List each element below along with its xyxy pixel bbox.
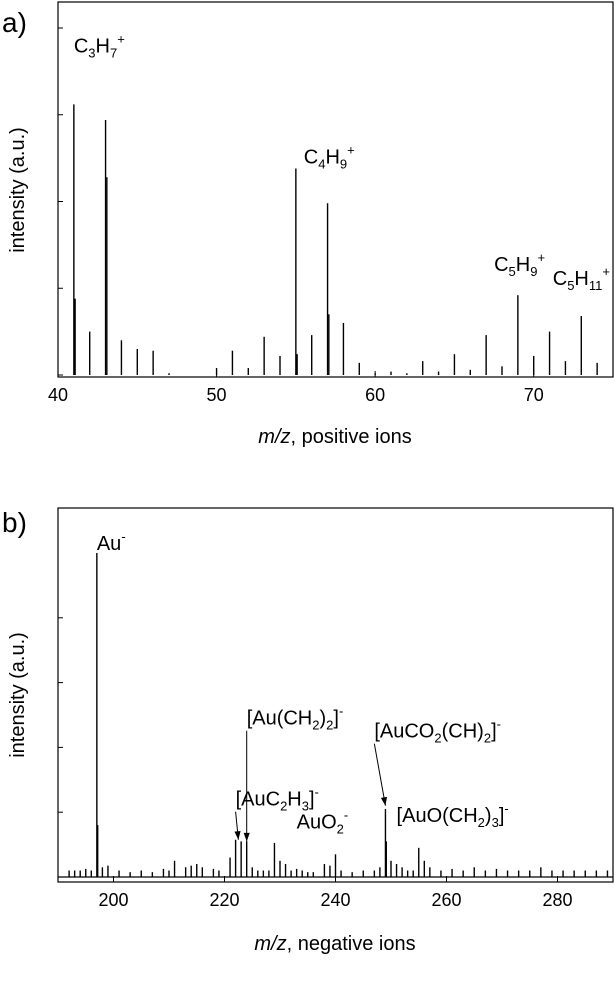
panel-a-y-ticks	[58, 27, 63, 376]
panel-a-x-tick-label: 50	[207, 385, 227, 405]
panel-b-annotation-arrowhead	[380, 796, 387, 806]
panel-a: a) 40 50 60 70 C3H7+ C4H9+ C5H9+ C5H11+ intens…	[2, 1, 614, 448]
panel-a-label: a)	[2, 7, 27, 38]
panel-b-x-tick-label: 200	[98, 890, 128, 910]
panel-b-x-ticks: 200 220 240 260 280	[98, 876, 573, 910]
panel-b-annotation-arrowhead	[234, 831, 241, 840]
panel-b-annotation-arrow	[373, 743, 386, 806]
panel-a-x-tick-label: 70	[524, 385, 544, 405]
panel-a-x-axis-label: m/z, positive ions	[258, 426, 411, 448]
panel-a-peak-annotation: C4H9+	[304, 142, 355, 171]
panel-a-peak-annotation: C5H9+	[494, 250, 545, 279]
panel-a-x-tick-label: 40	[48, 385, 68, 405]
panel-a-annotations: C3H7+ C4H9+ C5H9+ C5H11+	[74, 31, 610, 292]
panel-b-peak-annotation: [Au(CH2)2]-	[247, 704, 344, 733]
panel-b-y-axis-label: intensity (a.u.)	[7, 632, 29, 758]
panel-b-bars	[58, 553, 613, 878]
panel-b-annotation-arrowhead	[243, 832, 250, 842]
panel-a-x-ticks: 40 50 60 70	[48, 371, 544, 405]
panel-a-peak-annotation: C5H11+	[553, 264, 610, 293]
panel-b-peak-annotation: [AuCO2(CH)2]-	[374, 717, 501, 746]
panel-b-annotations: Au- [AuC2H3]- [Au(CH2)2]- [AuCO2(CH)2]- AuO2…	[97, 529, 509, 842]
panel-b-x-tick-label: 280	[542, 890, 572, 910]
panel-b-y-ticks	[58, 617, 63, 878]
panel-b: b) 200 220 240 260 280 Au- [AuC2H3]- [Au(CH2)2…	[2, 507, 614, 955]
panel-b-peak-annotation: [AuO(CH2)3]-	[397, 801, 509, 830]
panel-b-peak-annotation: Au-	[97, 529, 126, 555]
panel-b-x-axis-label: m/z, negative ions	[254, 933, 415, 955]
panel-b-peak-annotation: AuO2-	[297, 807, 349, 836]
panel-b-peak-annotation: [AuC2H3]-	[236, 785, 319, 814]
panel-b-x-tick-label: 220	[209, 890, 239, 910]
panel-a-y-axis-label: intensity (a.u.)	[7, 127, 29, 253]
panel-a-bars	[73, 104, 598, 375]
panel-a-peak-annotation: C3H7+	[74, 31, 125, 60]
panel-b-x-tick-label: 260	[431, 890, 461, 910]
panel-a-x-tick-label: 60	[365, 385, 385, 405]
panel-b-x-tick-label: 240	[320, 890, 350, 910]
panel-b-label: b)	[2, 507, 27, 538]
panel-a-frame	[57, 1, 614, 378]
